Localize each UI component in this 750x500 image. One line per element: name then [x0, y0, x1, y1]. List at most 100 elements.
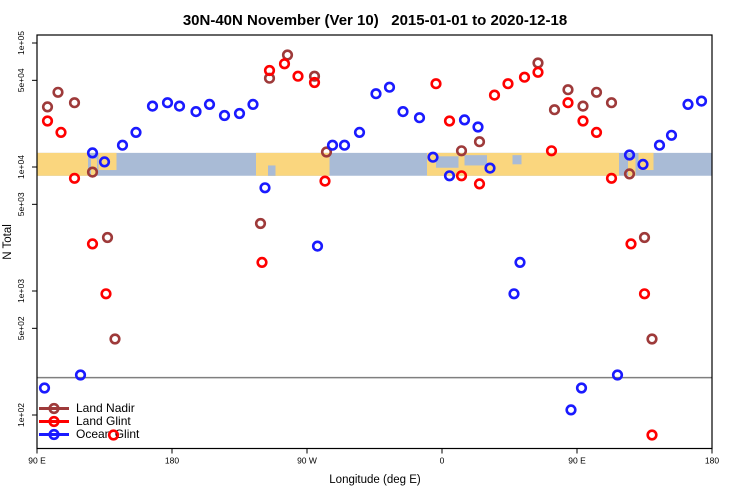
data-point [86, 166, 99, 178]
data-point [488, 89, 501, 101]
x-tick-label: 180 [165, 456, 179, 466]
data-point [637, 158, 649, 170]
x-tick-label: 180 [705, 456, 719, 466]
data-point [247, 98, 259, 110]
data-point [443, 115, 456, 127]
data-point [116, 139, 129, 151]
data-point [611, 369, 624, 381]
y-tick-label: 1e+03 [16, 279, 26, 303]
legend-label-land-nadir: Land Nadir [76, 401, 135, 415]
data-point [109, 333, 121, 345]
data-point [98, 156, 111, 168]
chart-title: 30N-40N November (Ver 10) 2015-01-01 to … [182, 12, 568, 29]
data-point [86, 238, 99, 250]
y-tick-label: 5e+03 [16, 192, 26, 216]
data-point [55, 126, 67, 138]
data-point [86, 147, 99, 159]
data-point [281, 49, 294, 61]
data-point [413, 112, 426, 124]
y-tick-label: 1e+04 [16, 155, 26, 179]
data-point [173, 100, 186, 112]
data-point [590, 126, 603, 138]
data-point [653, 139, 666, 151]
data-point [575, 382, 588, 394]
legend-markers [39, 402, 69, 441]
data-point [353, 126, 366, 138]
data-point [577, 100, 589, 112]
data-point [605, 172, 618, 184]
data-point [383, 81, 396, 93]
data-point [638, 288, 651, 300]
data-point [292, 70, 304, 82]
data-point [52, 86, 64, 98]
data-point [74, 369, 87, 381]
data-point [646, 333, 658, 345]
data-point [665, 129, 678, 141]
data-point [370, 88, 382, 100]
data-point [646, 429, 658, 441]
data-point [682, 98, 694, 110]
data-point [254, 217, 267, 230]
data-point [256, 256, 268, 269]
data-point [473, 136, 486, 148]
legend-marker [48, 402, 60, 415]
data-point [562, 84, 574, 96]
legend-marker [48, 415, 60, 428]
plot-frame [36, 34, 713, 450]
data-point [233, 107, 246, 120]
x-tick-label: 90 E [28, 456, 46, 466]
data-point [514, 256, 526, 269]
legend-label-ocean-glint: Ocean Glint [76, 427, 140, 441]
plot-border [36, 34, 713, 450]
data-point [397, 105, 409, 118]
y-tick-label: 1e+02 [16, 403, 26, 427]
map-sea-patch [268, 165, 276, 176]
data-point [625, 238, 637, 250]
data-point [146, 100, 159, 112]
data-point [473, 178, 486, 190]
data-point [427, 151, 439, 163]
data-point [532, 57, 544, 69]
data-point [311, 240, 324, 252]
data-point [218, 109, 231, 122]
y-tick-label: 5e+02 [16, 316, 26, 340]
data-point [203, 98, 216, 110]
data-point [443, 170, 456, 182]
data-point [68, 97, 81, 109]
data-point [320, 146, 333, 158]
data-point [41, 101, 54, 113]
x-tick-label: 90 W [297, 456, 317, 466]
data-point [263, 64, 276, 77]
data-point [562, 97, 574, 109]
data-point [326, 139, 339, 151]
data-point [430, 78, 442, 90]
map-land-segment [628, 158, 636, 176]
data-point [565, 404, 577, 416]
data-point [308, 76, 321, 89]
x-axis-ticks: 90 E 180 90 W 0 90 E 180 [28, 448, 719, 466]
data-point [518, 71, 531, 83]
world-map-band [37, 152, 712, 176]
data-point [161, 97, 174, 109]
data-points [38, 49, 708, 441]
data-point [455, 145, 468, 157]
x-tick-label: 0 [440, 456, 445, 466]
data-point [577, 115, 589, 127]
data-point [107, 429, 120, 441]
data-point [100, 288, 112, 300]
data-point [338, 139, 351, 151]
y-tick-label: 1e+05 [16, 31, 26, 55]
data-point [458, 114, 471, 126]
data-point [38, 382, 51, 394]
map-sea-patch [436, 156, 459, 168]
data-point [638, 231, 651, 244]
data-point [68, 172, 81, 184]
x-tick-label: 90 E [568, 456, 586, 466]
y-tick-label: 5e+04 [16, 68, 26, 92]
data-point [605, 97, 618, 109]
data-point [472, 121, 484, 133]
data-point [190, 105, 202, 118]
legend-label-land-glint: Land Glint [76, 414, 131, 428]
data-point [278, 58, 291, 70]
